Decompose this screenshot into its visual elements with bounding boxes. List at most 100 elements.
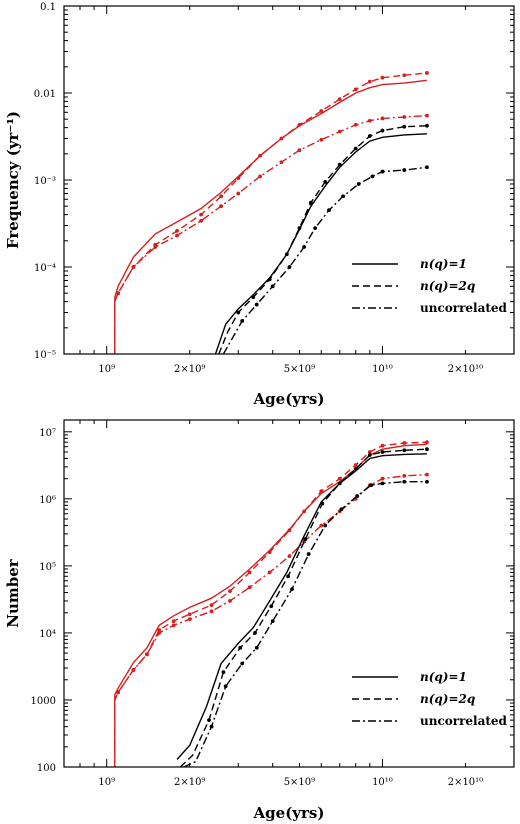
data-point — [339, 507, 344, 512]
data-point — [319, 489, 324, 494]
y-tick-label: 10⁷ — [39, 428, 56, 439]
data-point — [171, 623, 176, 628]
data-point — [157, 631, 162, 635]
y-tick-label: 10⁻⁵ — [34, 350, 56, 361]
data-point — [287, 528, 292, 533]
data-point — [209, 609, 214, 614]
data-point — [187, 617, 192, 622]
y-tick-label: 10⁴ — [39, 629, 56, 640]
data-point — [337, 97, 342, 102]
data-point — [270, 284, 275, 289]
frequency-panel: 10⁹ 2×10⁹ 5×10⁹ 10¹⁰ 2×10¹⁰ 10⁻⁵ 10⁻⁴ 10⁻³ 0.01 0… — [4, 2, 515, 408]
x-tick-label: 5×10⁹ — [284, 364, 315, 375]
data-point — [286, 574, 291, 579]
series-line-black-dashdot — [222, 166, 427, 354]
data-point — [223, 684, 228, 689]
x-tick-label: 2×10¹⁰ — [448, 777, 483, 788]
data-point — [425, 71, 429, 75]
data-point — [356, 182, 361, 186]
data-point — [240, 319, 245, 323]
data-point — [302, 509, 307, 514]
y-tick-label: 0.01 — [34, 89, 56, 100]
data-point — [402, 124, 407, 129]
data-point — [380, 443, 385, 448]
data-series — [114, 440, 429, 767]
data-point — [341, 194, 346, 199]
data-point — [157, 628, 162, 633]
data-point — [337, 129, 342, 134]
data-point — [219, 204, 224, 209]
data-point — [297, 148, 302, 153]
data-point — [367, 450, 372, 454]
data-point — [175, 233, 179, 238]
data-point — [303, 537, 308, 542]
data-point — [267, 277, 272, 282]
data-point — [254, 302, 259, 307]
data-point — [251, 295, 256, 300]
data-point — [199, 212, 204, 217]
data-point — [367, 79, 372, 84]
data-point — [131, 668, 136, 672]
x-tick-label: 5×10⁹ — [284, 777, 315, 788]
data-point — [240, 661, 245, 666]
y-tick-label: 100 — [37, 763, 56, 774]
legend: n(q)=1 n(q)=2q uncorrelated — [352, 257, 508, 315]
data-point — [425, 113, 429, 118]
data-point — [380, 481, 385, 486]
data-point — [247, 585, 252, 590]
legend: n(q)=1 n(q)=2q uncorrelated — [352, 670, 508, 728]
y-tick-label: 10⁻³ — [34, 176, 56, 187]
y-tick-label: 10⁻⁴ — [34, 263, 56, 274]
data-point — [323, 523, 328, 528]
legend-label: uncorrelated — [420, 301, 508, 315]
data-point — [145, 652, 149, 657]
data-point — [367, 134, 372, 138]
data-point — [219, 194, 224, 199]
data-point — [199, 218, 204, 223]
data-point — [425, 472, 429, 477]
data-point — [153, 245, 158, 249]
data-point — [337, 481, 342, 486]
data-point — [380, 128, 385, 133]
legend-label: n(q)=1 — [420, 670, 467, 684]
x-tick-label: 10¹⁰ — [372, 364, 393, 375]
series-line-red-solid — [114, 79, 427, 354]
data-point — [267, 550, 272, 555]
data-point — [228, 589, 232, 594]
legend-label: n(q)=2q — [420, 692, 475, 706]
x-tick-label: 2×10¹⁰ — [448, 364, 483, 375]
data-point — [425, 165, 429, 170]
x-tick-label: 10⁹ — [98, 777, 115, 788]
data-point — [258, 174, 263, 179]
data-point — [279, 160, 284, 165]
data-point — [247, 570, 252, 575]
data-point — [425, 479, 429, 484]
x-tick-label: 2×10⁹ — [174, 777, 205, 788]
y-tick-label: 0.1 — [40, 2, 56, 13]
plot-frame — [63, 5, 515, 355]
y-tick-label: 1000 — [31, 696, 56, 707]
data-point — [380, 450, 385, 454]
data-point — [319, 109, 324, 113]
data-point — [175, 228, 179, 233]
data-point — [270, 619, 275, 624]
data-point — [279, 136, 284, 141]
data-point — [402, 479, 407, 484]
data-point — [380, 169, 385, 174]
data-point — [355, 494, 360, 498]
data-point — [131, 265, 136, 269]
data-point — [297, 226, 302, 230]
data-point — [269, 604, 274, 609]
data-point — [425, 440, 429, 445]
data-point — [319, 137, 324, 142]
data-point — [253, 631, 257, 635]
data-point — [353, 122, 358, 127]
plot-frame — [63, 419, 515, 768]
data-point — [254, 645, 259, 650]
y-axis-label: Number — [4, 558, 22, 628]
data-point — [353, 87, 358, 92]
series-line-black-solid — [214, 133, 427, 354]
data-point — [402, 168, 407, 172]
data-point — [402, 448, 407, 453]
data-point — [236, 310, 241, 315]
